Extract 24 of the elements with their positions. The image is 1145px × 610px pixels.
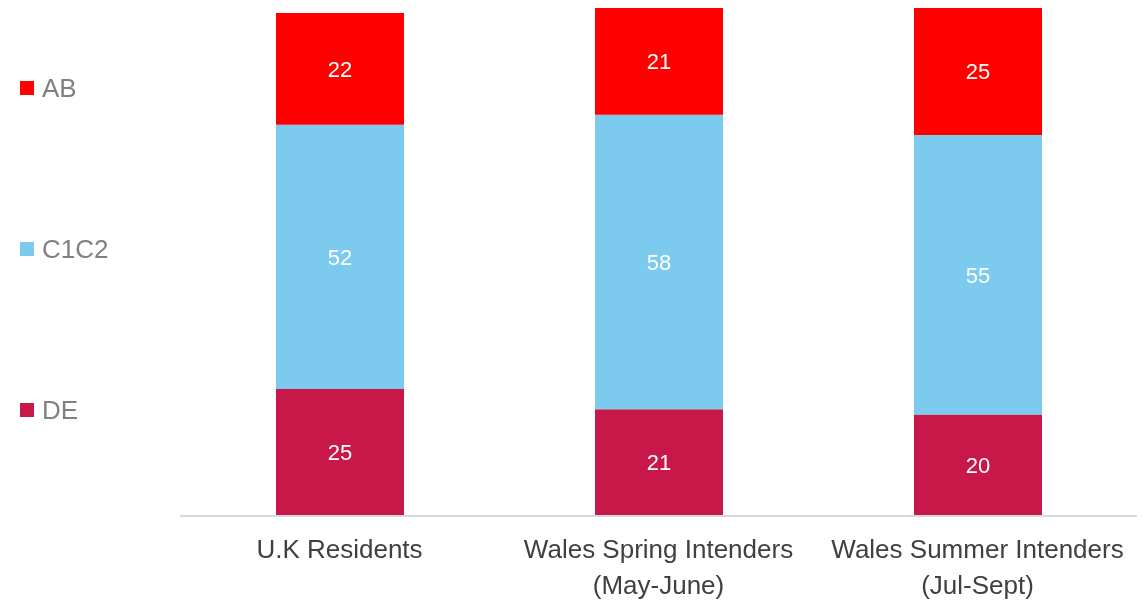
bar: [914, 8, 1042, 135]
bar: [595, 114, 723, 410]
legend-label: DE: [42, 394, 79, 426]
bar: [914, 414, 1042, 516]
legend-label: C1C2: [42, 233, 109, 265]
data-label: 22: [327, 56, 353, 82]
x-tick-label: Wales Spring Intenders (May-June): [523, 534, 794, 600]
data-label: 25: [965, 59, 991, 85]
data-label: 21: [646, 450, 672, 476]
data-label: 52: [327, 244, 353, 270]
x-tick-label: U.K Residents: [256, 534, 423, 564]
data-label: 21: [646, 49, 672, 75]
bar: [276, 13, 404, 125]
bar: [276, 124, 404, 389]
legend-label: AB: [42, 72, 77, 104]
data-label: 25: [327, 440, 353, 466]
data-label: 58: [646, 249, 672, 275]
bar: [595, 409, 723, 516]
data-label: 55: [965, 262, 991, 288]
x-tick-label: Wales Summer Intenders (Jul-Sept): [831, 534, 1124, 600]
data-label: 20: [965, 453, 991, 479]
bar: [276, 389, 404, 516]
bar: [914, 135, 1042, 415]
bar: [595, 8, 723, 115]
